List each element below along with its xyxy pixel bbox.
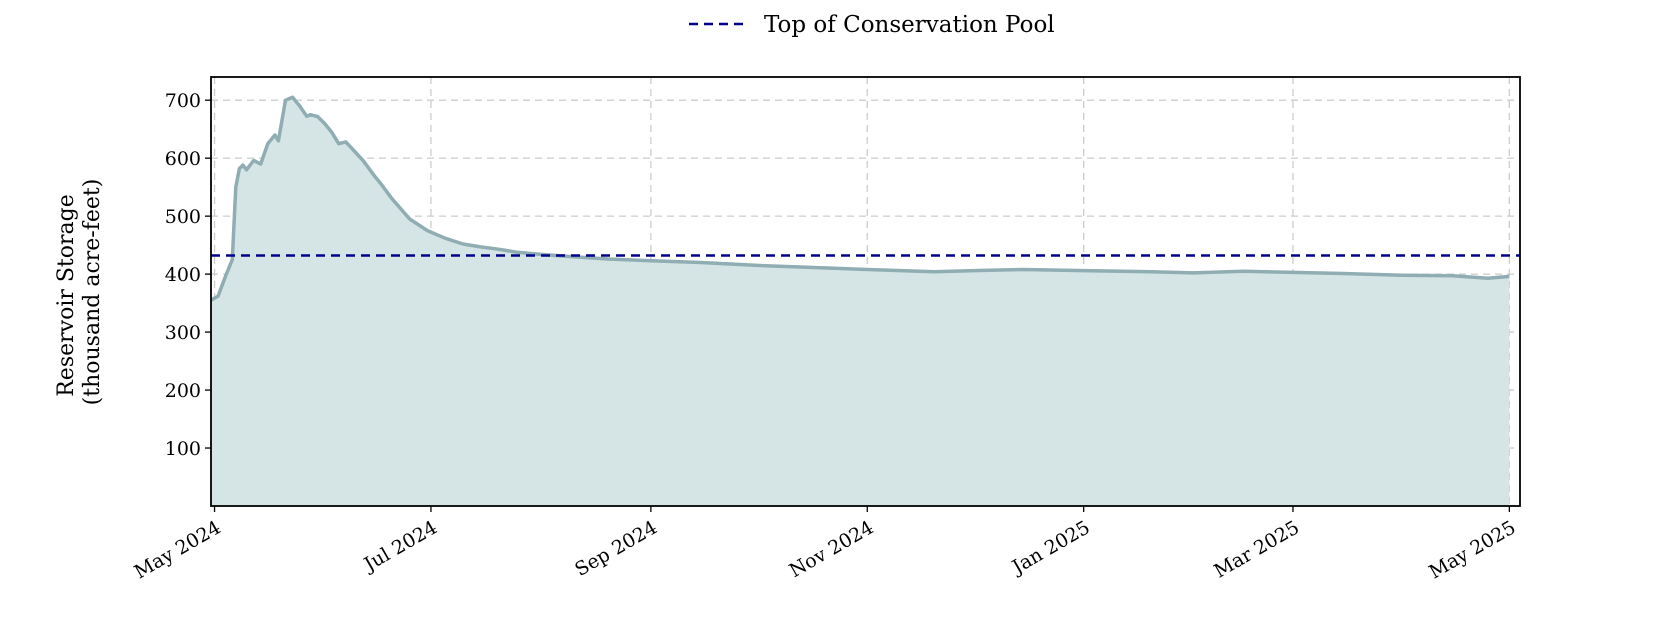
x-tick-label: May 2025 bbox=[1425, 516, 1519, 583]
y-axis: 100 200 300 400 500 600 700 bbox=[165, 90, 211, 460]
y-axis-label-line-2: (thousand acre-feet) bbox=[80, 179, 105, 406]
y-tick-label: 200 bbox=[165, 380, 201, 402]
legend-label-conservation-pool: Top of Conservation Pool bbox=[764, 12, 1055, 38]
y-axis-label: Reservoir Storage (thousand acre-feet) bbox=[54, 179, 105, 406]
y-tick-label: 100 bbox=[165, 438, 201, 460]
x-tick-label: Jan 2025 bbox=[1007, 516, 1094, 579]
legend: Top of Conservation Pool bbox=[689, 12, 1055, 38]
y-axis-label-line-1: Reservoir Storage bbox=[54, 194, 79, 397]
x-tick-label: Nov 2024 bbox=[786, 516, 878, 582]
x-tick-label: Mar 2025 bbox=[1210, 516, 1303, 582]
x-tick-label: May 2024 bbox=[131, 516, 225, 583]
x-tick-label: Sep 2024 bbox=[571, 516, 661, 580]
x-axis: May 2024 Jul 2024 Sep 2024 Nov 2024 Jan 2025… bbox=[131, 506, 1519, 583]
y-tick-label: 400 bbox=[165, 264, 201, 286]
series-area-fill bbox=[211, 97, 1510, 507]
plot-frame bbox=[210, 76, 1521, 507]
y-tick-label: 300 bbox=[165, 322, 201, 344]
x-tick-label: Jul 2024 bbox=[359, 516, 441, 576]
y-tick-label: 700 bbox=[165, 90, 201, 112]
area-layer bbox=[210, 95, 1510, 507]
y-tick-label: 500 bbox=[165, 206, 201, 228]
series-line bbox=[210, 95, 1510, 302]
y-tick-label: 600 bbox=[165, 148, 201, 170]
